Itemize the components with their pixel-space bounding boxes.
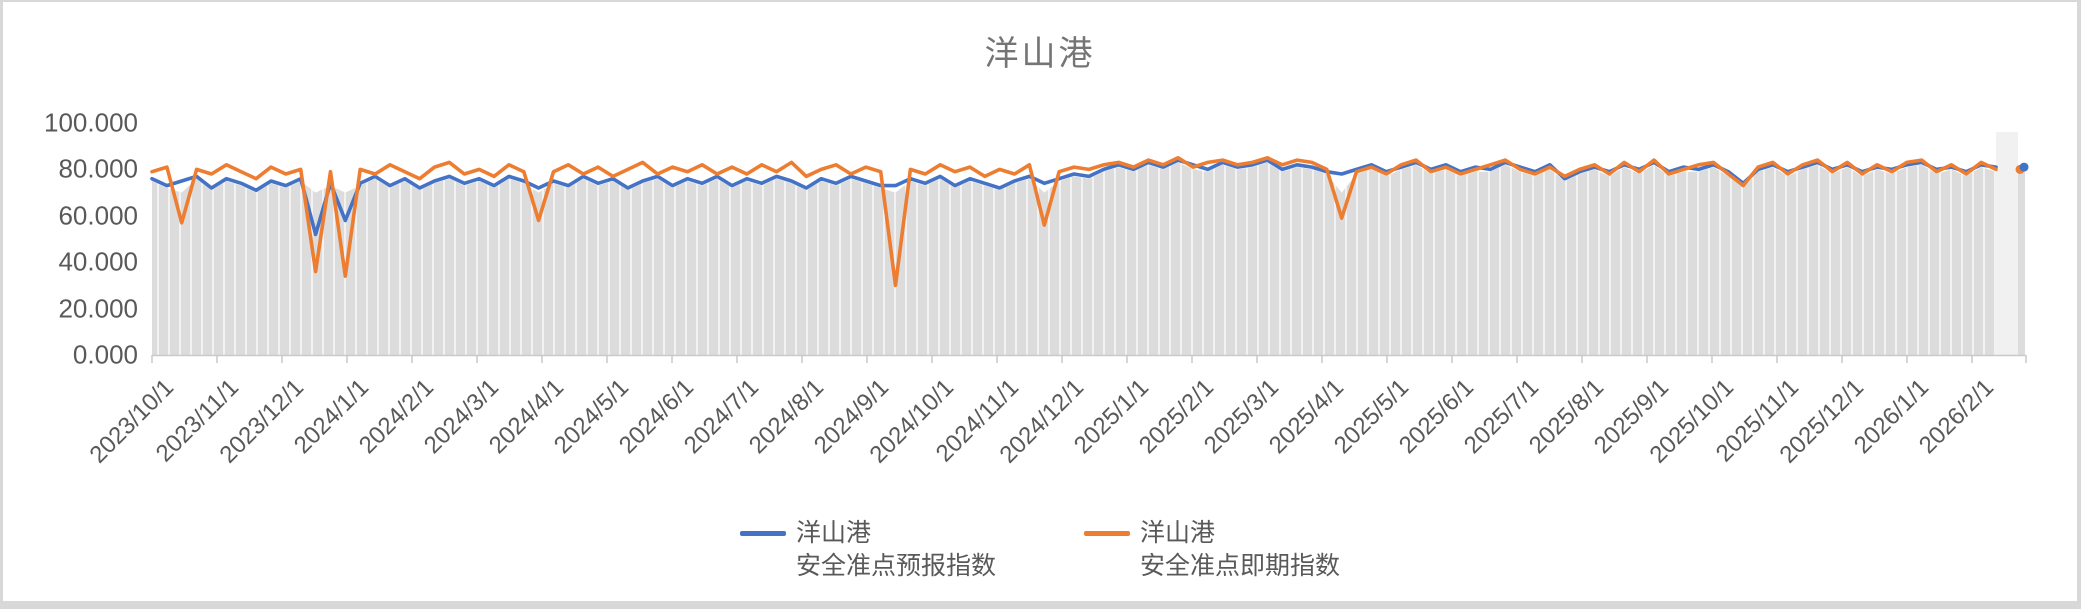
y-tick-label: 100.000 xyxy=(44,107,138,138)
plot-area xyxy=(150,132,2029,363)
legend: 洋山港 安全准点预报指数 洋山港 安全准点即期指数 xyxy=(739,517,1340,583)
y-tick-label: 20.000 xyxy=(58,293,138,324)
y-tick-label: 40.000 xyxy=(58,246,138,277)
y-tick-label: 0.000 xyxy=(72,339,138,370)
chart-title: 洋山港 xyxy=(984,35,1096,73)
data-gap-band xyxy=(1996,132,2018,355)
last-forecast-point xyxy=(2019,162,2029,172)
y-tick-label: 80.000 xyxy=(58,153,138,184)
forecast-line-swatch xyxy=(739,531,786,536)
legend-item-spot: 洋山港 安全准点即期指数 xyxy=(1084,517,1340,583)
legend-item-forecast: 洋山港 安全准点预报指数 xyxy=(739,517,996,583)
legend-spot-line1: 洋山港 xyxy=(1140,519,1216,547)
background-area xyxy=(152,162,1996,355)
vertical-gridlines xyxy=(157,162,1996,355)
spot-index-line xyxy=(150,156,1998,288)
legend-forecast-line1: 洋山港 xyxy=(795,519,871,547)
y-tick-label: 60.000 xyxy=(58,200,138,231)
spot-line-swatch xyxy=(1084,531,1130,536)
legend-spot-line2: 安全准点即期指数 xyxy=(1140,552,1341,580)
last-point-column xyxy=(2018,171,2025,355)
legend-forecast-line2: 安全准点预报指数 xyxy=(795,552,996,580)
